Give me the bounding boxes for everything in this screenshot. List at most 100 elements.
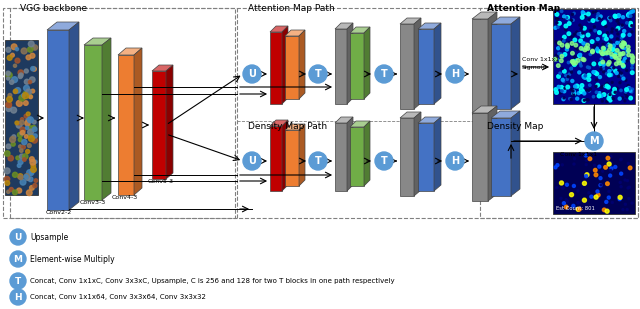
Circle shape bbox=[596, 49, 600, 53]
Circle shape bbox=[579, 62, 582, 65]
Circle shape bbox=[624, 179, 626, 181]
Circle shape bbox=[598, 165, 601, 168]
Circle shape bbox=[555, 91, 558, 94]
Polygon shape bbox=[511, 111, 520, 196]
Circle shape bbox=[564, 154, 566, 156]
Circle shape bbox=[594, 195, 598, 199]
Circle shape bbox=[602, 63, 604, 65]
Circle shape bbox=[611, 28, 613, 30]
Circle shape bbox=[565, 199, 567, 201]
Circle shape bbox=[609, 98, 612, 102]
Circle shape bbox=[616, 38, 618, 40]
Circle shape bbox=[586, 99, 588, 101]
Circle shape bbox=[600, 65, 602, 67]
Circle shape bbox=[570, 42, 574, 45]
Polygon shape bbox=[400, 112, 421, 118]
Circle shape bbox=[622, 33, 625, 36]
Circle shape bbox=[20, 149, 23, 152]
Circle shape bbox=[554, 57, 557, 61]
FancyBboxPatch shape bbox=[285, 36, 299, 99]
Circle shape bbox=[557, 47, 560, 50]
Circle shape bbox=[561, 164, 563, 166]
Circle shape bbox=[583, 48, 587, 52]
Circle shape bbox=[22, 140, 27, 145]
Circle shape bbox=[561, 56, 564, 58]
Circle shape bbox=[602, 47, 605, 51]
Circle shape bbox=[569, 35, 572, 37]
Circle shape bbox=[568, 19, 571, 22]
Circle shape bbox=[566, 43, 569, 47]
Circle shape bbox=[576, 207, 580, 211]
Circle shape bbox=[593, 26, 595, 28]
Circle shape bbox=[604, 51, 608, 55]
Circle shape bbox=[581, 57, 584, 61]
Circle shape bbox=[622, 42, 626, 46]
Circle shape bbox=[561, 187, 563, 189]
Circle shape bbox=[599, 177, 602, 180]
Circle shape bbox=[614, 165, 617, 168]
Circle shape bbox=[561, 43, 564, 47]
Circle shape bbox=[588, 20, 591, 23]
Polygon shape bbox=[350, 27, 370, 33]
Circle shape bbox=[577, 48, 579, 50]
Circle shape bbox=[630, 91, 633, 93]
Circle shape bbox=[595, 11, 597, 13]
Text: Upsample: Upsample bbox=[30, 232, 68, 242]
Circle shape bbox=[27, 170, 33, 176]
Text: M: M bbox=[589, 136, 599, 146]
Circle shape bbox=[602, 170, 604, 172]
Circle shape bbox=[556, 18, 557, 20]
Circle shape bbox=[26, 89, 31, 95]
Polygon shape bbox=[282, 120, 288, 191]
Circle shape bbox=[566, 78, 568, 80]
Circle shape bbox=[582, 32, 584, 34]
Circle shape bbox=[614, 91, 616, 93]
Circle shape bbox=[29, 95, 33, 99]
Circle shape bbox=[33, 184, 37, 188]
Circle shape bbox=[584, 75, 587, 79]
Circle shape bbox=[555, 13, 559, 16]
Circle shape bbox=[606, 44, 609, 47]
Polygon shape bbox=[270, 120, 288, 126]
Circle shape bbox=[596, 79, 598, 81]
Text: Element-wise Multiply: Element-wise Multiply bbox=[30, 255, 115, 264]
Circle shape bbox=[616, 14, 620, 18]
Circle shape bbox=[602, 43, 604, 45]
Circle shape bbox=[563, 80, 564, 83]
Text: Attention Map: Attention Map bbox=[487, 4, 560, 13]
Circle shape bbox=[605, 53, 608, 56]
Circle shape bbox=[616, 27, 620, 30]
Circle shape bbox=[29, 171, 33, 176]
Circle shape bbox=[10, 80, 14, 84]
Polygon shape bbox=[299, 30, 305, 99]
FancyBboxPatch shape bbox=[350, 33, 364, 99]
Circle shape bbox=[624, 66, 626, 68]
Circle shape bbox=[13, 89, 17, 94]
Circle shape bbox=[616, 87, 618, 89]
Circle shape bbox=[20, 179, 26, 185]
FancyBboxPatch shape bbox=[47, 30, 69, 210]
Circle shape bbox=[603, 71, 605, 73]
Circle shape bbox=[601, 60, 605, 64]
Text: Conv4-3: Conv4-3 bbox=[112, 195, 138, 200]
Circle shape bbox=[608, 17, 611, 19]
Circle shape bbox=[618, 75, 620, 77]
Circle shape bbox=[584, 74, 587, 77]
Circle shape bbox=[623, 41, 626, 45]
Polygon shape bbox=[69, 22, 79, 210]
Circle shape bbox=[559, 181, 563, 185]
Circle shape bbox=[572, 92, 575, 95]
Circle shape bbox=[243, 152, 261, 170]
Circle shape bbox=[614, 62, 618, 66]
Circle shape bbox=[616, 87, 618, 89]
Circle shape bbox=[4, 151, 10, 156]
Circle shape bbox=[618, 56, 621, 60]
Circle shape bbox=[30, 53, 35, 58]
Circle shape bbox=[623, 30, 626, 32]
Circle shape bbox=[566, 45, 570, 49]
Circle shape bbox=[579, 47, 583, 50]
Circle shape bbox=[582, 76, 586, 79]
Circle shape bbox=[603, 34, 607, 38]
Circle shape bbox=[32, 138, 37, 143]
Circle shape bbox=[607, 73, 611, 77]
